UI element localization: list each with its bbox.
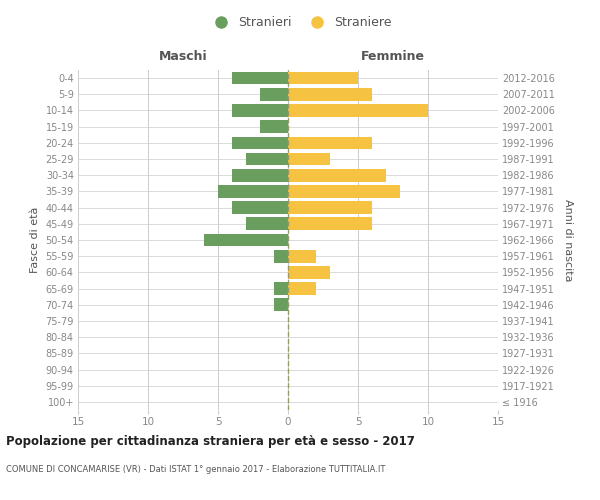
Bar: [204, 234, 288, 246]
Bar: [260, 120, 288, 133]
Bar: [274, 250, 288, 262]
Bar: [232, 72, 288, 85]
Bar: [288, 152, 330, 166]
Bar: [232, 169, 288, 181]
Text: COMUNE DI CONCAMARISE (VR) - Dati ISTAT 1° gennaio 2017 - Elaborazione TUTTITALI: COMUNE DI CONCAMARISE (VR) - Dati ISTAT …: [6, 465, 385, 474]
Bar: [288, 282, 316, 295]
Bar: [288, 136, 372, 149]
Bar: [288, 202, 372, 214]
Bar: [232, 136, 288, 149]
Bar: [232, 202, 288, 214]
Bar: [246, 152, 288, 166]
Bar: [274, 282, 288, 295]
Bar: [288, 104, 428, 117]
Bar: [288, 266, 330, 278]
Bar: [288, 185, 400, 198]
Text: Femmine: Femmine: [361, 50, 425, 62]
Bar: [288, 218, 372, 230]
Bar: [246, 218, 288, 230]
Y-axis label: Fasce di età: Fasce di età: [30, 207, 40, 273]
Bar: [288, 169, 386, 181]
Bar: [288, 250, 316, 262]
Bar: [232, 104, 288, 117]
Bar: [218, 185, 288, 198]
Text: Popolazione per cittadinanza straniera per età e sesso - 2017: Popolazione per cittadinanza straniera p…: [6, 435, 415, 448]
Bar: [288, 72, 358, 85]
Bar: [274, 298, 288, 311]
Legend: Stranieri, Straniere: Stranieri, Straniere: [203, 11, 397, 34]
Y-axis label: Anni di nascita: Anni di nascita: [563, 198, 574, 281]
Bar: [260, 88, 288, 101]
Bar: [288, 88, 372, 101]
Text: Maschi: Maschi: [158, 50, 208, 62]
